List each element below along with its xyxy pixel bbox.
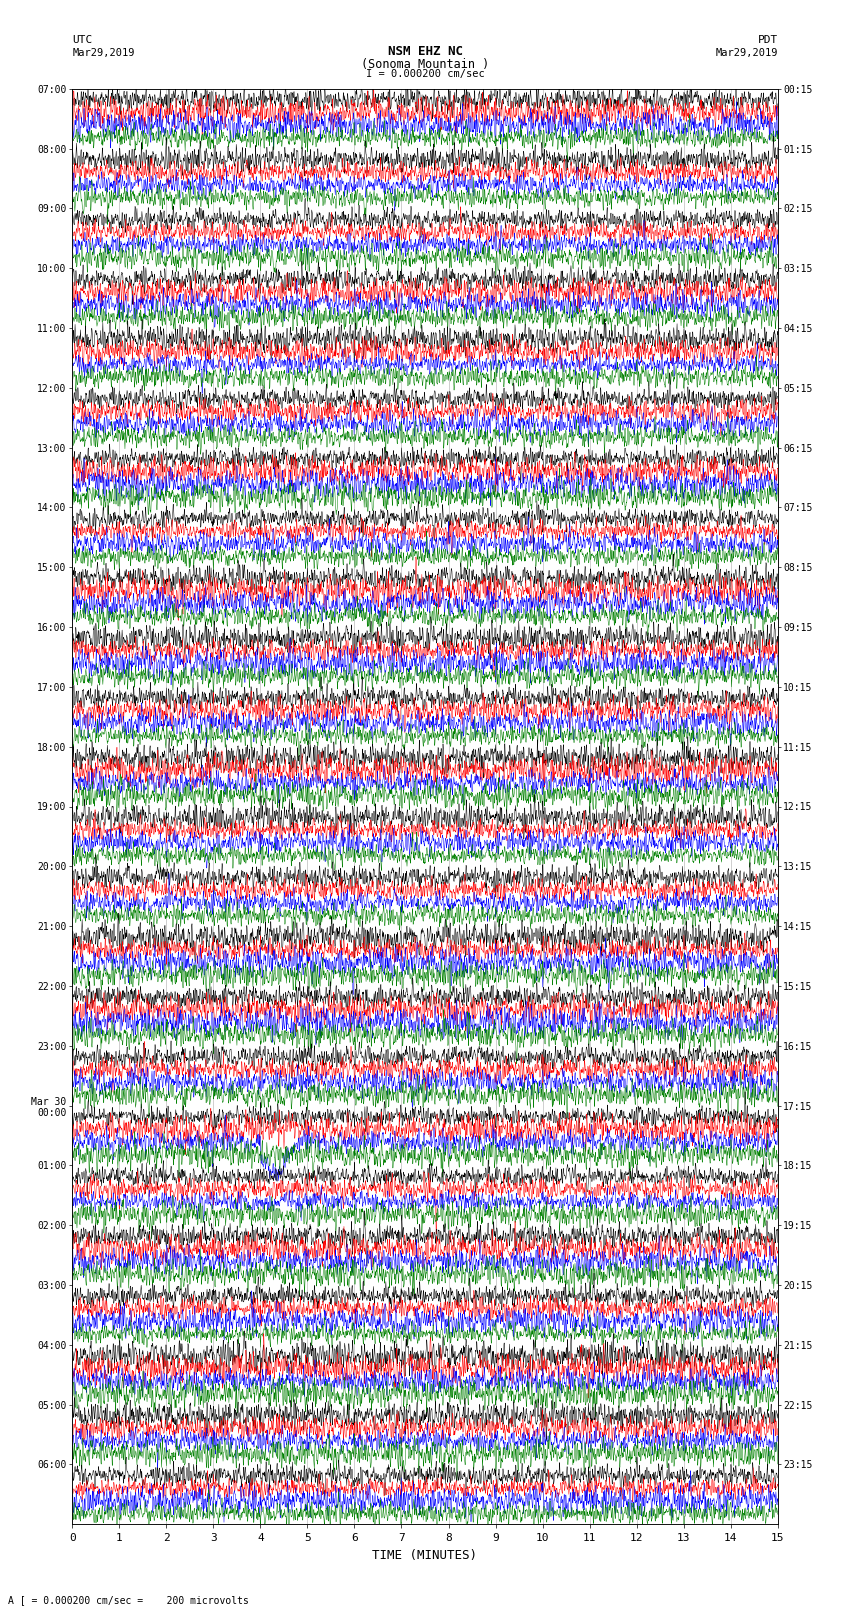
Text: PDT: PDT [757,35,778,45]
Text: (Sonoma Mountain ): (Sonoma Mountain ) [361,58,489,71]
X-axis label: TIME (MINUTES): TIME (MINUTES) [372,1548,478,1561]
Text: A [ = 0.000200 cm/sec =    200 microvolts: A [ = 0.000200 cm/sec = 200 microvolts [8,1595,249,1605]
Text: Mar29,2019: Mar29,2019 [72,48,135,58]
Text: UTC: UTC [72,35,93,45]
Text: Mar29,2019: Mar29,2019 [715,48,778,58]
Text: NSM EHZ NC: NSM EHZ NC [388,45,462,58]
Text: I = 0.000200 cm/sec: I = 0.000200 cm/sec [366,69,484,79]
